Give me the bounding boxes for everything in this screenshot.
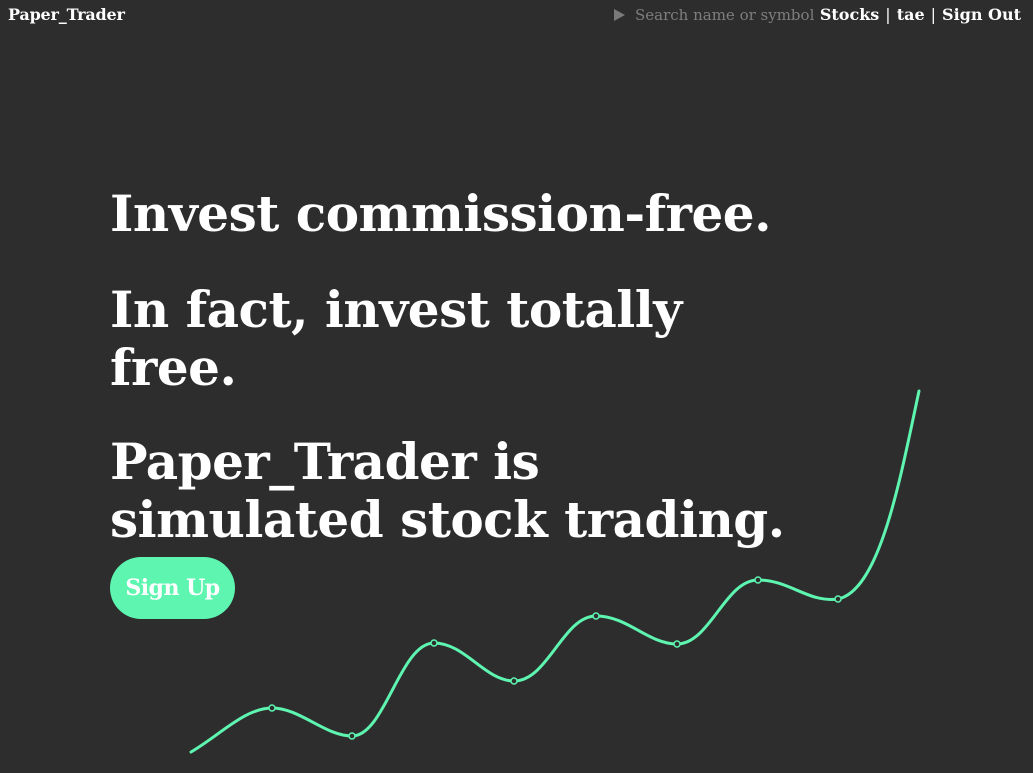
search-bar: [614, 4, 835, 26]
user-link[interactable]: tae: [896, 5, 925, 24]
nav-links: Stocks | tae | Sign Out: [820, 5, 1021, 24]
hero-line-2: In fact, invest totally free.: [110, 280, 682, 397]
play-icon: [614, 9, 625, 21]
top-nav: Paper_Trader Stocks | tae | Sign Out: [0, 0, 1033, 30]
chart-point: [592, 612, 600, 620]
hero-line-1: Invest commission-free.: [110, 184, 772, 243]
brand-logo-link[interactable]: Paper_Trader: [8, 5, 125, 24]
chart-point: [754, 576, 762, 584]
chart-point: [834, 595, 842, 603]
chart-point: [673, 640, 681, 648]
hero-line-3a: Paper_Trader is: [110, 432, 540, 491]
chart-point: [430, 639, 438, 647]
sign-up-button[interactable]: Sign Up: [110, 557, 235, 619]
stocks-link[interactable]: Stocks: [819, 5, 880, 24]
hero-line-3b: simulated stock trading.: [110, 490, 785, 549]
sign-out-link[interactable]: Sign Out: [942, 5, 1021, 24]
nav-separator: |: [930, 5, 937, 24]
hero-section: Invest commission-free. In fact, invest …: [110, 185, 810, 549]
chart-point: [268, 704, 276, 712]
chart-point: [348, 732, 356, 740]
search-input[interactable]: [635, 6, 835, 24]
nav-separator: |: [885, 5, 891, 24]
chart-point: [510, 677, 518, 685]
